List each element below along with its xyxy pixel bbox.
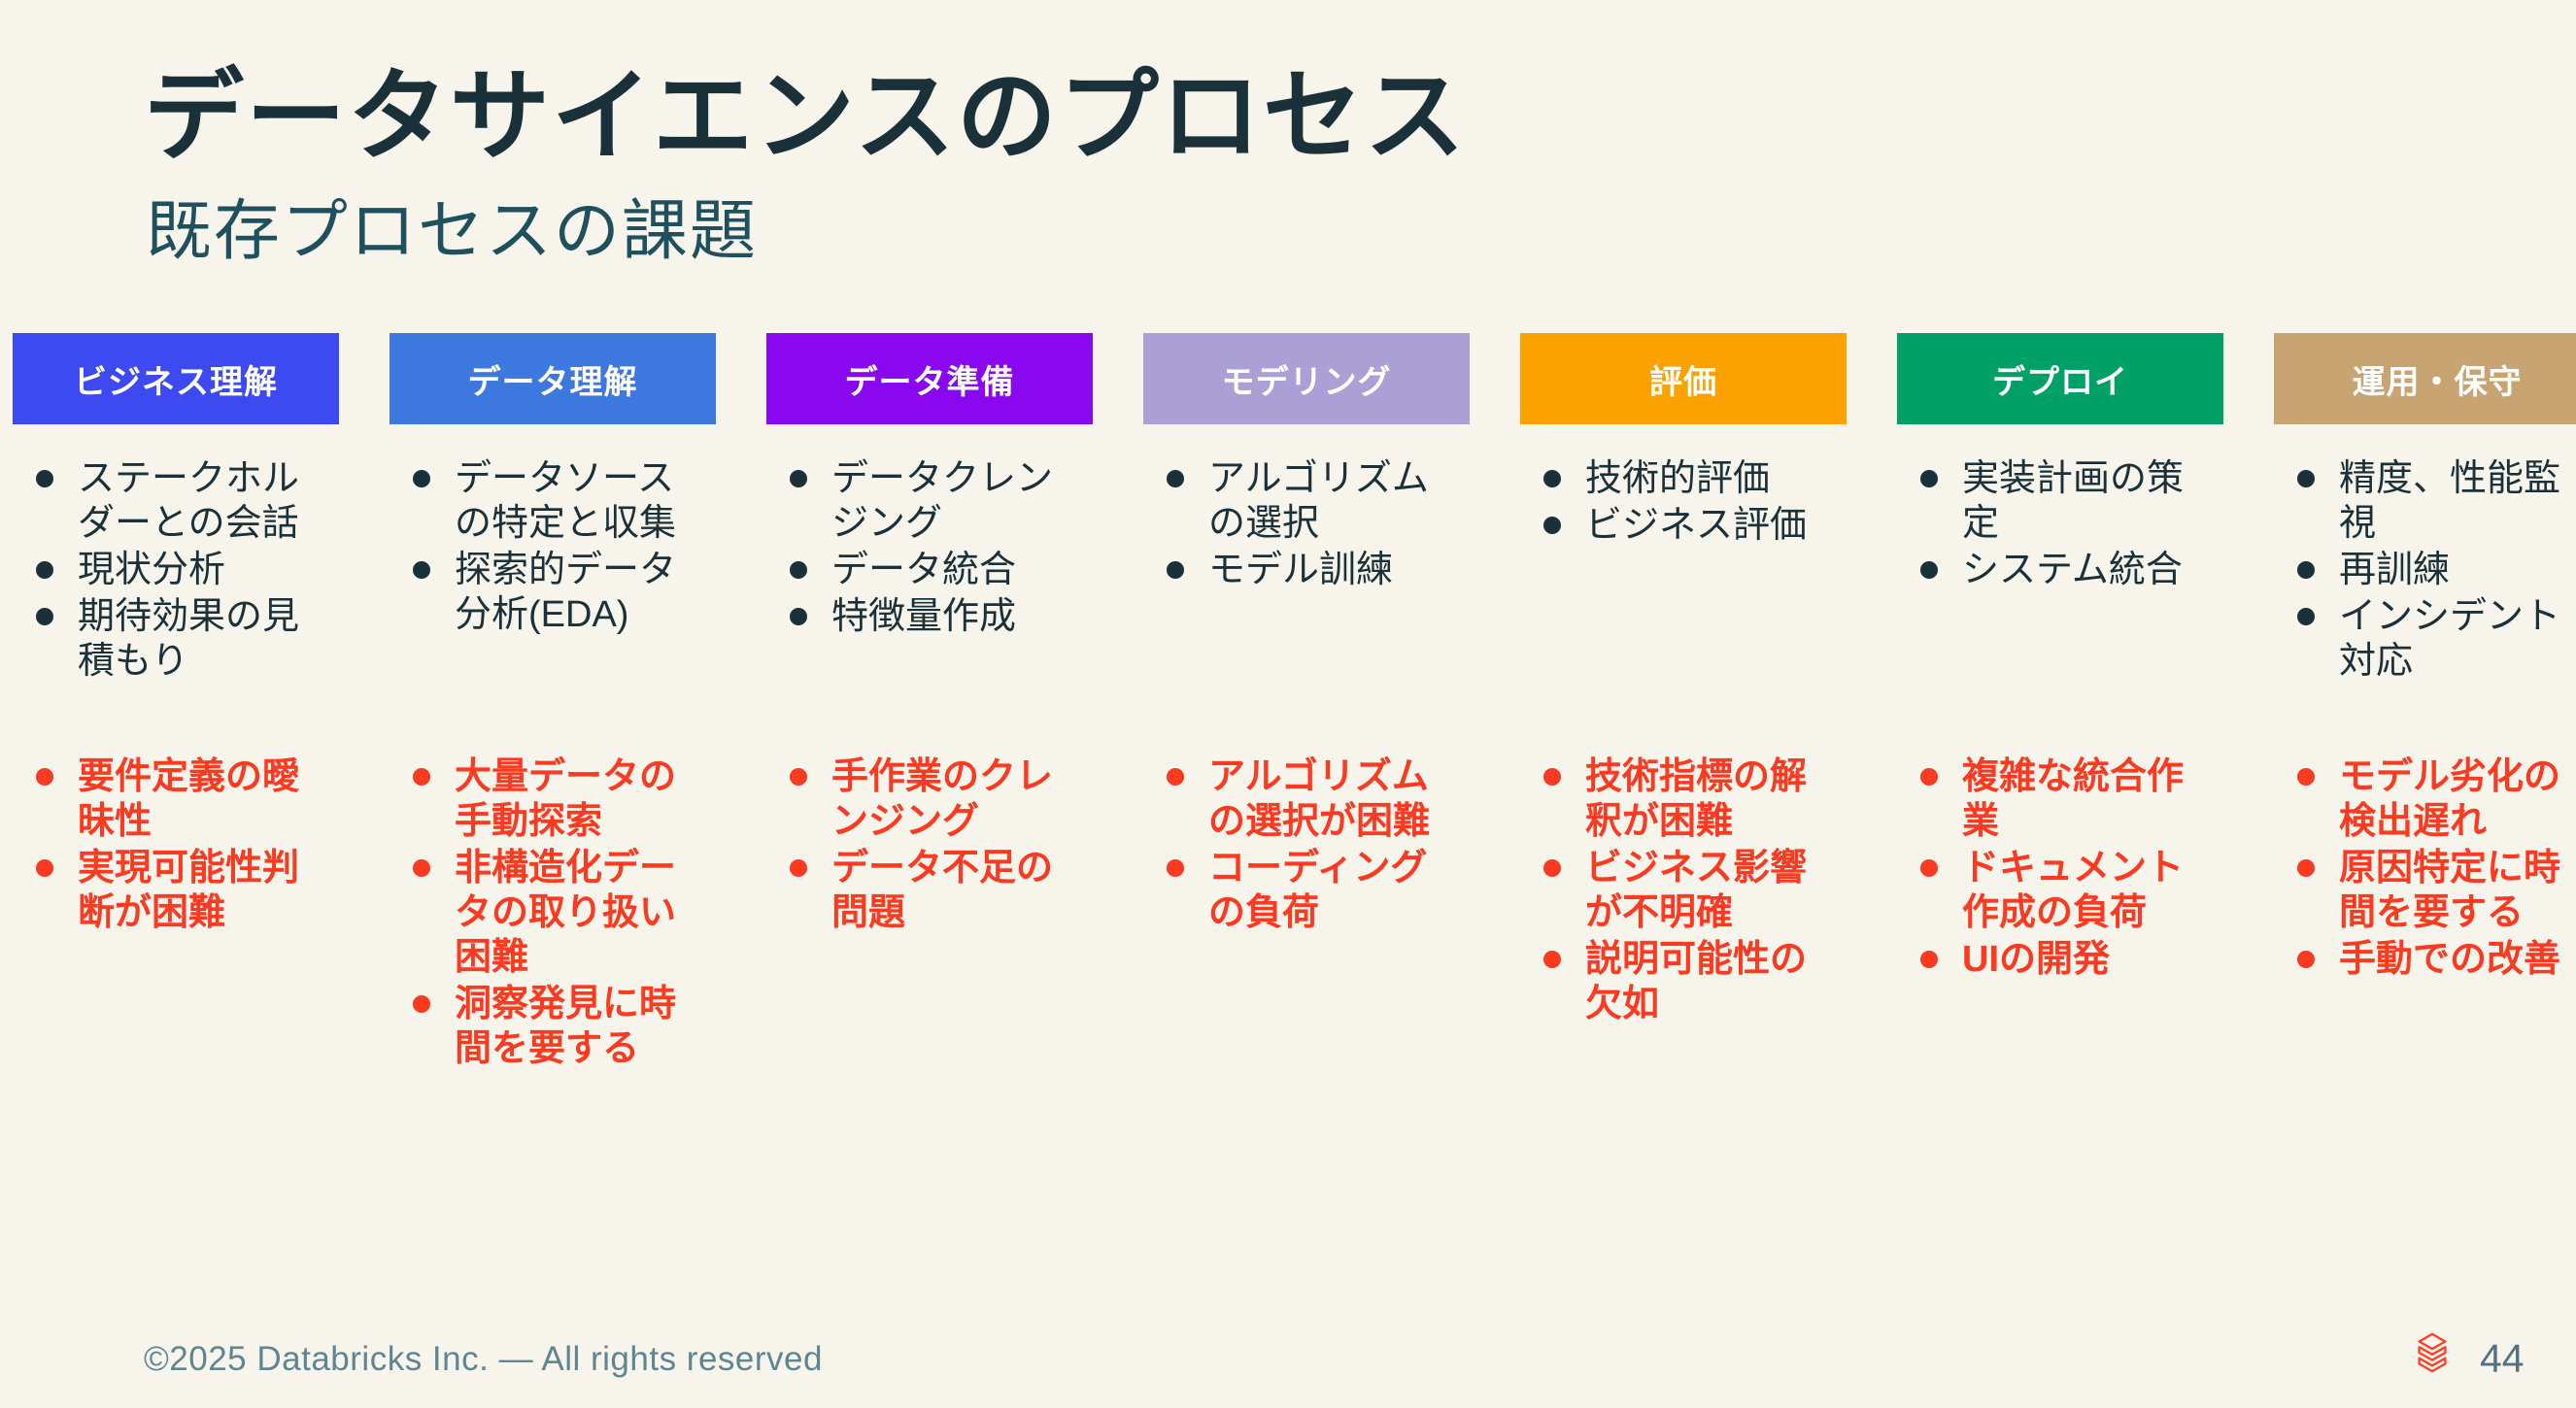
process-columns: ビジネス理解 ステークホルダーとの会話 現状分析 期待効果の見積もり 要件定義の曖昧… xyxy=(13,333,2576,1073)
challenge-item: 手作業のクレンジング xyxy=(766,754,1093,844)
challenge-item: UIの開発 xyxy=(1897,937,2223,982)
challenge-item: 手動での改善 xyxy=(2274,937,2576,982)
page-title: データサイエンスのプロセス xyxy=(144,60,1467,172)
phase-header: モデリング xyxy=(1143,333,1470,424)
challenge-list: 要件定義の曖昧性 実現可能性判断が困難 xyxy=(13,754,339,935)
process-column: ビジネス理解 ステークホルダーとの会話 現状分析 期待効果の見積もり 要件定義の曖昧… xyxy=(13,333,339,1073)
task-list: 実装計画の策定 システム統合 xyxy=(1897,456,2223,754)
databricks-logo-icon xyxy=(2410,1330,2455,1375)
challenge-item: モデル劣化の検出遅れ xyxy=(2274,754,2576,844)
challenge-item: 洞察発見に時間を要する xyxy=(390,982,716,1071)
challenge-item: 実現可能性判断が困難 xyxy=(13,846,339,935)
task-list: 技術的評価 ビジネス評価 xyxy=(1520,456,1847,754)
challenge-item: 説明可能性の欠如 xyxy=(1520,937,1847,1026)
process-column: 評価 技術的評価 ビジネス評価 技術指標の解釈が困難 ビジネス影響が不明確 説明可能性… xyxy=(1520,333,1847,1073)
task-item: システム統合 xyxy=(1897,548,2223,592)
task-item: 再訓練 xyxy=(2274,548,2576,592)
phase-label: データ理解 xyxy=(467,363,638,401)
phase-header: 評価 xyxy=(1520,333,1847,424)
process-column: データ準備 データクレンジング データ統合 特徴量作成 手作業のクレンジング データ不… xyxy=(766,333,1093,1073)
task-item: アルゴリズムの選択 xyxy=(1143,456,1470,546)
task-item: ビジネス評価 xyxy=(1520,503,1847,548)
process-column: データ理解 データソースの特定と収集 探索的データ分析(EDA) 大量データの手動… xyxy=(390,333,716,1073)
task-item: 特徴量作成 xyxy=(766,594,1093,639)
challenge-item: 非構造化データの取り扱い困難 xyxy=(390,846,716,980)
challenge-item: 原因特定に時間を要する xyxy=(2274,846,2576,935)
phase-label: デプロイ xyxy=(1992,363,2128,401)
task-item: 現状分析 xyxy=(13,548,339,592)
task-item: ステークホルダーとの会話 xyxy=(13,456,339,546)
phase-label: 評価 xyxy=(1649,363,1717,401)
task-item: データソースの特定と収集 xyxy=(390,456,716,546)
process-column: モデリング アルゴリズムの選択 モデル訓練 アルゴリズムの選択が困難 コーディングの… xyxy=(1143,333,1470,1073)
task-list: データクレンジング データ統合 特徴量作成 xyxy=(766,456,1093,754)
challenge-item: 大量データの手動探索 xyxy=(390,754,716,844)
task-item: 期待効果の見積もり xyxy=(13,594,339,684)
challenge-item: 要件定義の曖昧性 xyxy=(13,754,339,844)
phase-label: ビジネス理解 xyxy=(74,363,278,401)
challenge-item: データ不足の問題 xyxy=(766,846,1093,935)
phase-header: デプロイ xyxy=(1897,333,2223,424)
challenge-list: モデル劣化の検出遅れ 原因特定に時間を要する 手動での改善 xyxy=(2274,754,2576,982)
task-item: 実装計画の策定 xyxy=(1897,456,2223,546)
page-number: 44 xyxy=(2480,1336,2525,1381)
task-list: 精度、性能監視 再訓練 インシデント対応 xyxy=(2274,456,2576,754)
task-item: データクレンジング xyxy=(766,456,1093,546)
challenge-item: 技術指標の解釈が困難 xyxy=(1520,754,1847,844)
task-item: 精度、性能監視 xyxy=(2274,456,2576,546)
phase-header: データ準備 xyxy=(766,333,1093,424)
challenge-item: ビジネス影響が不明確 xyxy=(1520,846,1847,935)
phase-header: ビジネス理解 xyxy=(13,333,339,424)
challenge-list: 手作業のクレンジング データ不足の問題 xyxy=(766,754,1093,935)
challenge-list: 大量データの手動探索 非構造化データの取り扱い困難 洞察発見に時間を要する xyxy=(390,754,716,1071)
task-list: データソースの特定と収集 探索的データ分析(EDA) xyxy=(390,456,716,754)
challenge-list: 複雑な統合作業 ドキュメント作成の負荷 UIの開発 xyxy=(1897,754,2223,982)
task-item: 探索的データ分析(EDA) xyxy=(390,548,716,637)
task-item: データ統合 xyxy=(766,548,1093,592)
phase-label: データ準備 xyxy=(844,363,1015,401)
task-list: ステークホルダーとの会話 現状分析 期待効果の見積もり xyxy=(13,456,339,754)
challenge-item: 複雑な統合作業 xyxy=(1897,754,2223,844)
process-column: 運用・保守 精度、性能監視 再訓練 インシデント対応 モデル劣化の検出遅れ 原因特定に… xyxy=(2274,333,2576,1073)
task-list: アルゴリズムの選択 モデル訓練 xyxy=(1143,456,1470,754)
task-item: モデル訓練 xyxy=(1143,548,1470,592)
phase-label: モデリング xyxy=(1221,363,1392,401)
challenge-list: 技術指標の解釈が困難 ビジネス影響が不明確 説明可能性の欠如 xyxy=(1520,754,1847,1026)
footer-copyright: ©2025 Databricks Inc. — All rights reser… xyxy=(144,1340,823,1378)
challenge-item: ドキュメント作成の負荷 xyxy=(1897,846,2223,935)
challenge-list: アルゴリズムの選択が困難 コーディングの負荷 xyxy=(1143,754,1470,935)
page-subtitle: 既存プロセスの課題 xyxy=(146,194,759,268)
phase-header: 運用・保守 xyxy=(2274,333,2576,424)
phase-header: データ理解 xyxy=(390,333,716,424)
challenge-item: アルゴリズムの選択が困難 xyxy=(1143,754,1470,844)
process-column: デプロイ 実装計画の策定 システム統合 複雑な統合作業 ドキュメント作成の負荷 UIの… xyxy=(1897,333,2223,1073)
phase-label: 運用・保守 xyxy=(2352,363,2523,401)
task-item: 技術的評価 xyxy=(1520,456,1847,501)
challenge-item: コーディングの負荷 xyxy=(1143,846,1470,935)
task-item: インシデント対応 xyxy=(2274,594,2576,684)
